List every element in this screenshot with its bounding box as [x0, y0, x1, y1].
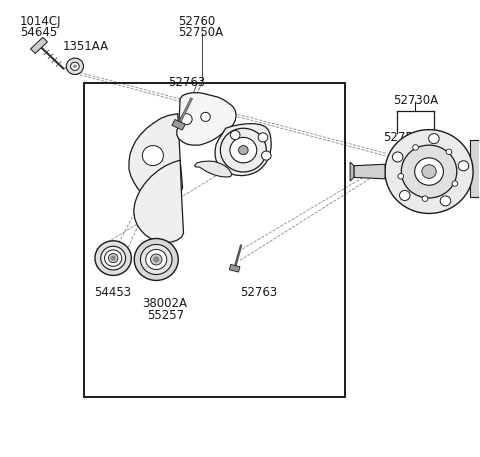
Text: 1014CJ: 1014CJ: [20, 15, 61, 28]
Circle shape: [71, 62, 79, 70]
Circle shape: [413, 145, 419, 150]
Circle shape: [399, 191, 410, 201]
Circle shape: [392, 152, 403, 162]
Circle shape: [230, 131, 240, 140]
Circle shape: [230, 138, 257, 163]
Circle shape: [146, 250, 167, 270]
Polygon shape: [470, 140, 480, 197]
Text: 52752: 52752: [384, 131, 421, 144]
Circle shape: [429, 133, 439, 143]
Polygon shape: [172, 120, 185, 130]
Circle shape: [201, 112, 210, 122]
Polygon shape: [350, 162, 354, 181]
Circle shape: [134, 239, 178, 281]
Text: 52760: 52760: [178, 15, 215, 28]
Circle shape: [440, 196, 451, 206]
Text: 52730A: 52730A: [393, 95, 438, 107]
Circle shape: [398, 174, 404, 179]
Circle shape: [95, 241, 132, 276]
Polygon shape: [354, 164, 385, 179]
Polygon shape: [31, 37, 48, 53]
Circle shape: [108, 254, 118, 263]
Polygon shape: [194, 161, 232, 177]
Circle shape: [452, 181, 458, 186]
Text: 52750A: 52750A: [178, 26, 223, 39]
Text: 38002A: 38002A: [142, 297, 187, 310]
Circle shape: [239, 146, 248, 154]
Circle shape: [101, 246, 126, 270]
Polygon shape: [177, 93, 236, 145]
Text: 54645: 54645: [20, 26, 57, 39]
Circle shape: [401, 145, 457, 198]
Circle shape: [143, 146, 163, 165]
Circle shape: [180, 114, 192, 125]
Circle shape: [415, 158, 444, 185]
Text: 1351AA: 1351AA: [63, 40, 109, 53]
Polygon shape: [84, 83, 345, 397]
Polygon shape: [229, 265, 240, 272]
Circle shape: [446, 149, 452, 154]
Polygon shape: [134, 160, 183, 242]
Circle shape: [66, 58, 84, 74]
Text: 52763: 52763: [168, 76, 205, 89]
Circle shape: [422, 165, 436, 178]
Circle shape: [422, 196, 428, 202]
Circle shape: [141, 244, 172, 275]
Circle shape: [258, 133, 268, 142]
Polygon shape: [215, 124, 271, 175]
Circle shape: [220, 128, 266, 172]
Circle shape: [111, 256, 116, 260]
Circle shape: [73, 65, 76, 68]
Circle shape: [385, 130, 473, 213]
Text: 55257: 55257: [147, 309, 184, 323]
Circle shape: [154, 257, 159, 262]
Circle shape: [151, 254, 162, 265]
Polygon shape: [129, 114, 182, 201]
Text: 52763: 52763: [240, 286, 277, 299]
Circle shape: [262, 151, 271, 160]
Circle shape: [105, 250, 122, 266]
Text: 54453: 54453: [94, 286, 131, 299]
Circle shape: [458, 161, 469, 171]
